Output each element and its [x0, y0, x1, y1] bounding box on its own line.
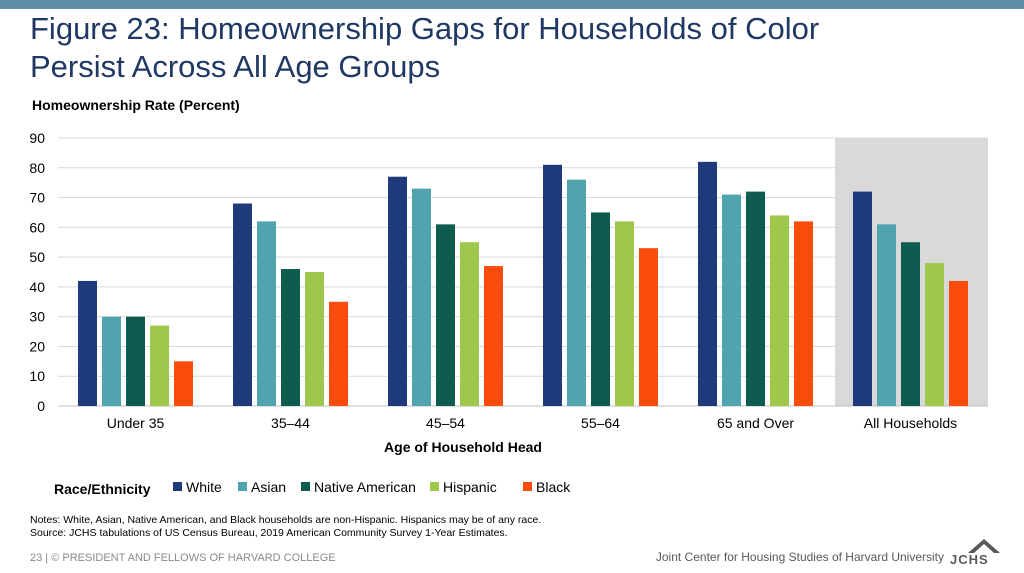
- bar-white: [698, 161, 717, 406]
- legend-entry: Hispanic: [443, 479, 497, 495]
- bar-white: [388, 176, 407, 406]
- footer-organization: Joint Center for Housing Studies of Harv…: [655, 550, 944, 564]
- bar-black: [329, 301, 348, 406]
- x-tick-label: 65 and Over: [717, 415, 794, 431]
- legend-swatch: [523, 482, 532, 491]
- house-roof-icon: [968, 539, 1000, 553]
- bar-white: [78, 280, 97, 406]
- legend-swatch: [430, 482, 439, 491]
- x-tick-label: All Households: [864, 415, 957, 431]
- bar-asian: [877, 224, 896, 406]
- jchs-logo: JCHS: [950, 533, 1000, 567]
- bar-asian: [257, 221, 276, 406]
- x-tick-label: 45–54: [426, 415, 465, 431]
- bar-white: [853, 191, 872, 406]
- footer-copyright: 23 | © PRESIDENT AND FELLOWS OF HARVARD …: [30, 552, 336, 564]
- legend-swatch: [173, 482, 182, 491]
- legend-swatch: [238, 482, 247, 491]
- source-text: Source: JCHS tabulations of US Census Bu…: [30, 527, 508, 539]
- y-tick-label: 80: [29, 160, 45, 176]
- y-tick-label: 70: [29, 190, 45, 206]
- x-axis-label: Age of Household Head: [384, 439, 542, 455]
- bar-hispanic: [460, 242, 479, 406]
- x-tick-label: 35–44: [271, 415, 310, 431]
- bar-asian: [412, 188, 431, 406]
- bar-black: [639, 248, 658, 406]
- bar-asian: [722, 194, 741, 406]
- y-tick-label: 20: [29, 338, 45, 354]
- bar-native-american: [746, 191, 765, 406]
- bar-hispanic: [305, 272, 324, 406]
- y-tick-label: 10: [29, 368, 45, 384]
- bar-black: [174, 361, 193, 406]
- legend-title: Race/Ethnicity: [54, 481, 151, 497]
- bar-chart: 0 10 20 30 40 50 60 70 80 90 Homeownership Rate (P…: [29, 97, 988, 497]
- legend-entry: Asian: [251, 479, 286, 495]
- chart-notes: Notes: White, Asian, Native American, an…: [30, 514, 541, 540]
- bar-hispanic: [770, 215, 789, 406]
- bar-native-american: [436, 224, 455, 406]
- y-axis-label: Homeownership Rate (Percent): [32, 97, 240, 113]
- y-tick-label: 60: [29, 219, 45, 235]
- title-line-2: Persist Across All Age Groups: [30, 49, 441, 84]
- page-title: Figure 23: Homeownership Gaps for Househ…: [30, 10, 990, 86]
- y-tick-label: 40: [29, 279, 45, 295]
- notes-text: Notes: White, Asian, Native American, an…: [30, 514, 542, 526]
- legend-entry: White: [186, 479, 222, 495]
- x-tick-label: 55–64: [581, 415, 620, 431]
- bar-native-american: [591, 212, 610, 406]
- bar-asian: [567, 179, 586, 406]
- y-tick-label: 50: [29, 249, 45, 265]
- bar-hispanic: [150, 325, 169, 406]
- bar-white: [543, 164, 562, 406]
- bar-native-american: [901, 242, 920, 406]
- bar-hispanic: [925, 263, 944, 406]
- logo-text: JCHS: [950, 552, 989, 567]
- legend-swatch: [301, 482, 310, 491]
- legend-entry: Native American: [314, 479, 416, 495]
- bar-hispanic: [615, 221, 634, 406]
- y-tick-label: 90: [29, 130, 45, 146]
- legend-entry: Black: [536, 479, 571, 495]
- bar-asian: [102, 316, 121, 406]
- y-tick-label: 30: [29, 309, 45, 325]
- top-accent-bar: [0, 0, 1024, 9]
- bar-native-american: [126, 316, 145, 406]
- bar-native-american: [281, 269, 300, 406]
- x-tick-label: Under 35: [107, 415, 165, 431]
- bar-white: [233, 203, 252, 406]
- title-line-1: Figure 23: Homeownership Gaps for Househ…: [30, 11, 820, 46]
- bar-black: [949, 280, 968, 406]
- bar-black: [794, 221, 813, 406]
- bar-black: [484, 266, 503, 406]
- y-tick-label: 0: [37, 398, 45, 414]
